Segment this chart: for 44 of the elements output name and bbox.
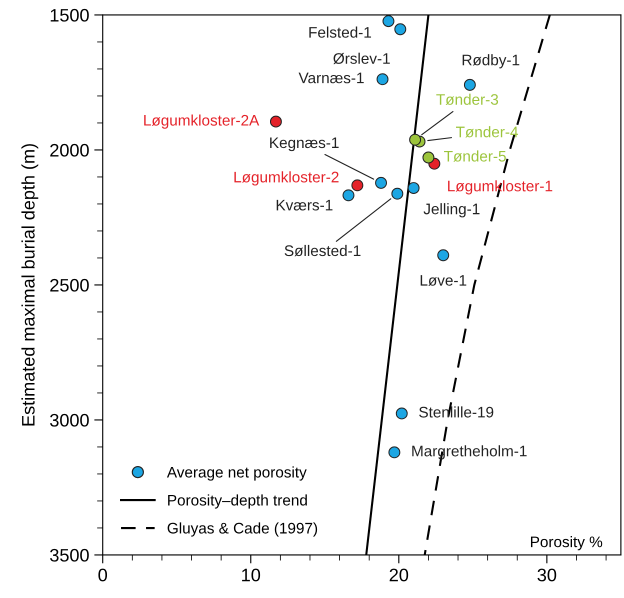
annotation: Tønder-5 [444, 150, 506, 162]
legend-label: Gluyas & Cade (1997) [168, 522, 318, 537]
annotation: Felsted-1 [309, 26, 372, 38]
y-tick-label: 3000 [50, 414, 89, 427]
point [394, 23, 406, 36]
point [382, 15, 394, 28]
point [391, 188, 404, 200]
point [409, 134, 422, 146]
annotation: Løgumkloster-2 [234, 171, 339, 186]
annotation: Løgumkloster-2A [144, 114, 260, 129]
annotation: Tønder-3 [436, 94, 498, 106]
annotation: Varnæs-1 [298, 72, 364, 84]
point [342, 189, 354, 202]
y-tick-label: 2500 [50, 278, 89, 292]
y-axis-title: Estimated maximal burial depth (m) [21, 144, 38, 426]
annotation: Kegnæs-1 [270, 137, 339, 152]
legend-label: Porosity–depth trend [168, 494, 307, 509]
annotation: Kværs-1 [276, 200, 332, 211]
x-axis-title: Porosity % [530, 536, 602, 550]
y-tick-label: 2000 [50, 144, 89, 157]
point [376, 73, 388, 86]
point [422, 152, 434, 164]
point [396, 408, 408, 420]
point [375, 176, 387, 189]
y-tick-label: 3500 [50, 548, 89, 562]
point [464, 78, 476, 91]
point [437, 249, 450, 262]
point [351, 179, 364, 192]
x-tick-label: 10 [242, 568, 260, 582]
annotation: Rødby-1 [462, 54, 520, 68]
y-tick-label: 1500 [50, 8, 89, 22]
x-tick-label: 20 [390, 568, 408, 582]
annotation: Ørslev-1 [333, 52, 390, 64]
annotation: Søllested-1 [284, 244, 360, 256]
annotation: Tønder-4 [456, 126, 518, 138]
x-tick-label: 0 [98, 568, 108, 582]
annotation: Margretheholm-1 [412, 445, 527, 460]
x-tick-label: 30 [538, 568, 556, 582]
annotation: Løve-1 [420, 275, 466, 286]
annotation: Jelling-1 [424, 203, 480, 218]
point [388, 446, 400, 458]
point [408, 182, 420, 194]
legend-label: Average net porosity [166, 466, 307, 481]
point [270, 116, 282, 128]
